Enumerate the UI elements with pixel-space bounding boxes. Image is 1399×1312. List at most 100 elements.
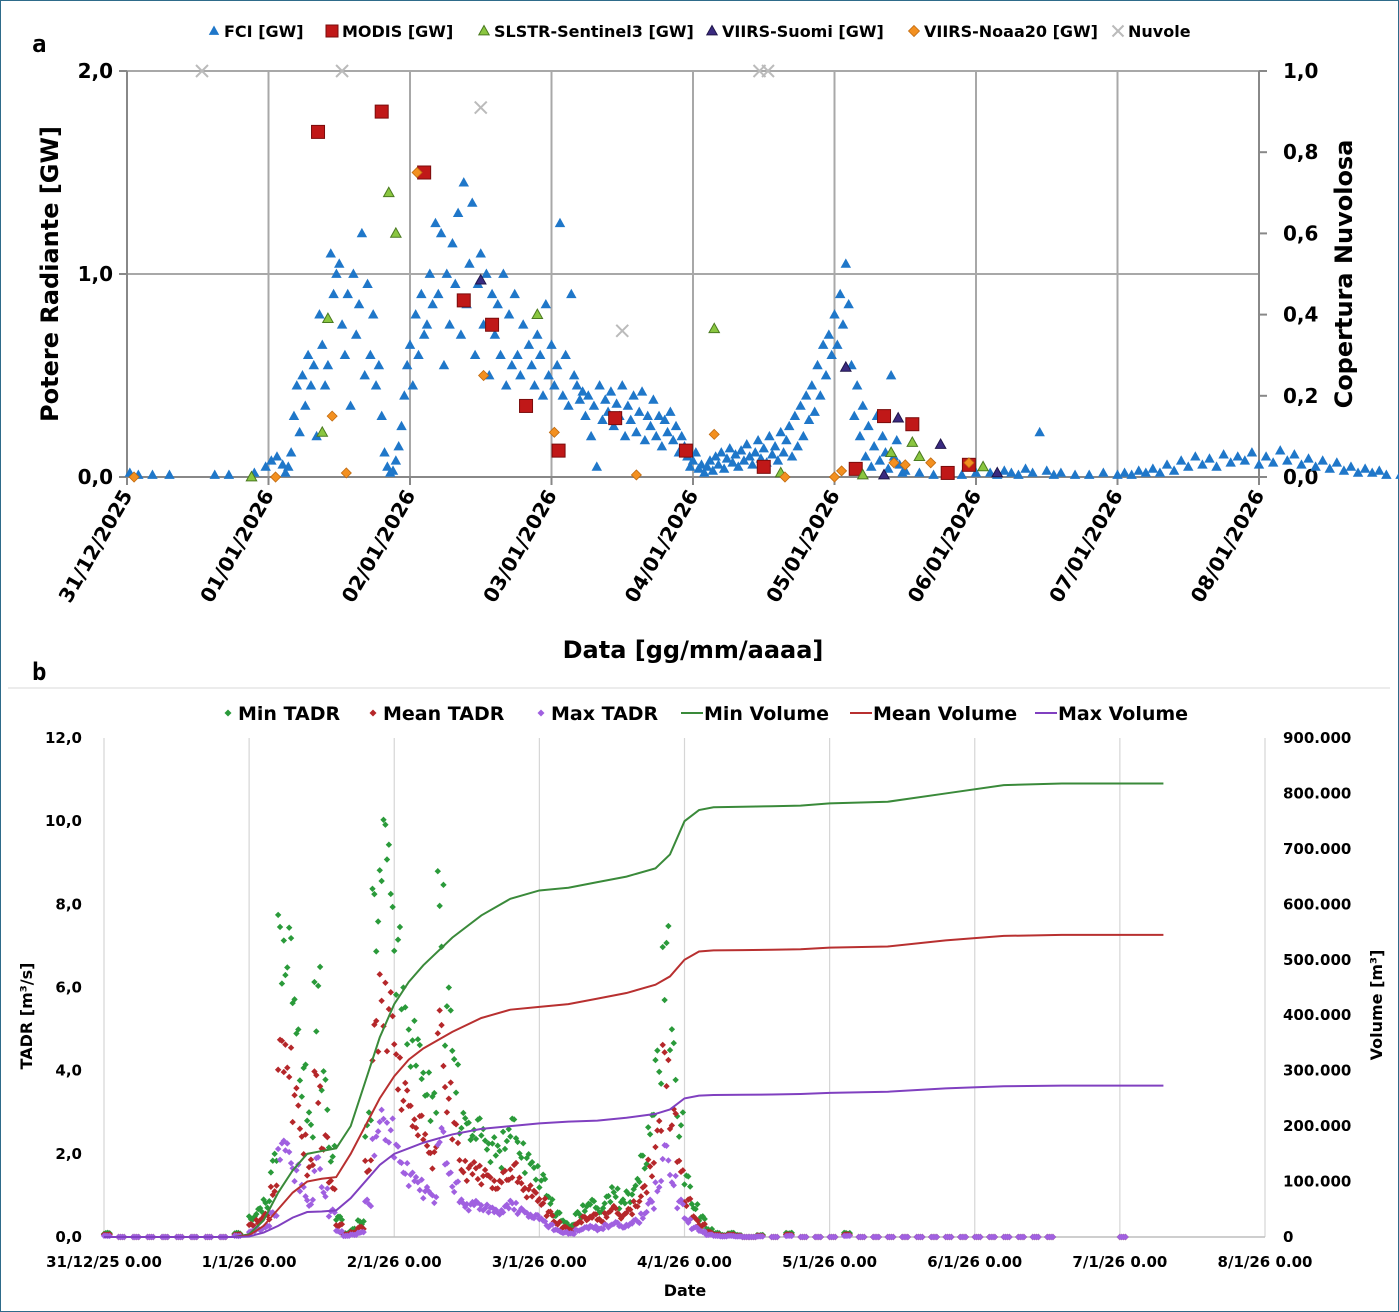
data-point bbox=[677, 1122, 685, 1129]
data-point bbox=[674, 1113, 681, 1120]
data-point bbox=[579, 1202, 587, 1209]
y-axis-label: Potere Radiante [GW] bbox=[36, 126, 64, 422]
data-point bbox=[315, 1154, 322, 1161]
data-point bbox=[394, 1143, 402, 1150]
x-tick-label: 07/01/2026 bbox=[1044, 486, 1128, 607]
data-point bbox=[458, 1124, 465, 1132]
data-point bbox=[781, 434, 792, 445]
data-point bbox=[399, 390, 410, 400]
data-point bbox=[253, 1210, 260, 1218]
data-point bbox=[560, 349, 571, 360]
data-point bbox=[487, 1174, 494, 1181]
data-point bbox=[614, 1219, 621, 1226]
data-point bbox=[659, 943, 666, 951]
data-point bbox=[812, 359, 823, 370]
data-point bbox=[420, 1195, 427, 1202]
data-point bbox=[429, 1192, 436, 1199]
data-point bbox=[438, 359, 450, 370]
data-point bbox=[701, 461, 713, 471]
data-point bbox=[503, 1137, 511, 1145]
data-point bbox=[556, 1209, 563, 1217]
data-point bbox=[699, 1213, 706, 1220]
legend-entry: Max TADR bbox=[537, 703, 659, 725]
data-point bbox=[363, 1196, 371, 1203]
data-point bbox=[316, 1083, 324, 1090]
legend-entry: MODIS [GW] bbox=[325, 22, 453, 41]
data-point bbox=[530, 1187, 538, 1195]
y2-tick-label: 0,2 bbox=[1283, 384, 1318, 408]
data-point bbox=[670, 420, 682, 431]
data-point bbox=[645, 420, 656, 431]
data-point bbox=[779, 471, 791, 483]
data-point bbox=[868, 441, 880, 451]
data-point bbox=[474, 273, 487, 285]
data-point bbox=[1310, 461, 1321, 471]
data-point bbox=[325, 248, 336, 258]
data-point bbox=[271, 1188, 278, 1195]
x-tick-label: 02/01/2026 bbox=[337, 486, 421, 607]
x-tick-label: 01/01/2026 bbox=[195, 486, 279, 607]
panel-b: b 31/12/25 0.00 1/1/26 0.00 2/1/26 0.00 3/1/… bbox=[17, 658, 1386, 1300]
data-point bbox=[260, 461, 271, 471]
data-point bbox=[358, 1223, 365, 1231]
data-point bbox=[694, 1224, 701, 1231]
data-point bbox=[656, 441, 668, 451]
data-point bbox=[580, 410, 591, 420]
data-point bbox=[891, 434, 902, 445]
data-point bbox=[672, 1110, 679, 1117]
data-point bbox=[628, 1191, 636, 1198]
data-point bbox=[1331, 457, 1343, 467]
data-point bbox=[648, 1173, 656, 1180]
data-point bbox=[411, 166, 423, 179]
data-point bbox=[278, 1037, 286, 1045]
data-point bbox=[571, 380, 583, 390]
data-point bbox=[308, 359, 320, 370]
data-point bbox=[904, 1233, 912, 1241]
series-viirs-suomi-gw- bbox=[474, 273, 1004, 480]
data-point bbox=[413, 349, 424, 360]
data-point bbox=[534, 349, 546, 360]
data-point bbox=[540, 298, 552, 309]
data-point bbox=[538, 1177, 545, 1184]
data-point bbox=[362, 1133, 369, 1140]
data-point bbox=[282, 1147, 289, 1154]
data-point bbox=[643, 1160, 650, 1168]
data-point bbox=[266, 1222, 273, 1230]
legend-label: Mean Volume bbox=[873, 703, 1017, 725]
data-point bbox=[710, 451, 721, 461]
data-point bbox=[1147, 463, 1159, 473]
data-point bbox=[463, 1200, 471, 1208]
data-point bbox=[834, 288, 846, 299]
data-point bbox=[474, 100, 488, 115]
data-point bbox=[832, 339, 843, 349]
x-tick-label: 31/12/2025 bbox=[54, 486, 138, 607]
data-point bbox=[282, 971, 289, 979]
data-point bbox=[245, 1213, 253, 1220]
data-point bbox=[441, 1083, 449, 1091]
data-point bbox=[492, 298, 503, 309]
data-point bbox=[369, 1135, 376, 1143]
data-point bbox=[1352, 467, 1364, 477]
data-point bbox=[147, 469, 158, 479]
data-point bbox=[472, 1197, 480, 1205]
data-point bbox=[324, 1133, 331, 1141]
data-point bbox=[652, 1179, 659, 1186]
data-point bbox=[392, 1051, 400, 1058]
data-point bbox=[452, 1121, 460, 1128]
data-point bbox=[1006, 1233, 1013, 1241]
data-point bbox=[817, 339, 829, 349]
data-point bbox=[447, 238, 458, 248]
data-point bbox=[600, 394, 611, 404]
data-point bbox=[605, 1192, 612, 1200]
data-point bbox=[518, 1180, 525, 1187]
data-point bbox=[668, 1122, 676, 1129]
data-point bbox=[316, 963, 324, 971]
data-point bbox=[1183, 461, 1194, 471]
data-point bbox=[674, 1204, 681, 1212]
data-point bbox=[639, 1152, 647, 1159]
data-point bbox=[578, 1219, 585, 1226]
data-point bbox=[506, 359, 518, 370]
data-point bbox=[309, 1161, 317, 1169]
data-point bbox=[430, 217, 441, 228]
data-point bbox=[423, 1091, 431, 1099]
